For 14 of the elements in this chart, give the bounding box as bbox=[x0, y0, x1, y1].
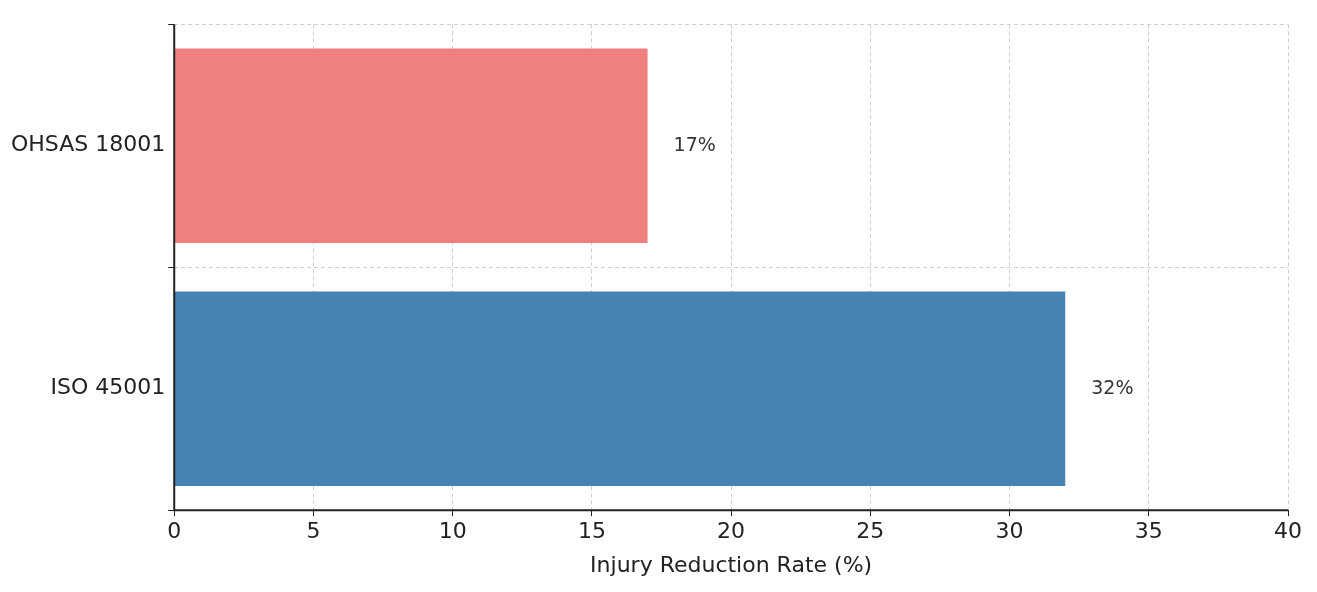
x-tick-label: 20 bbox=[717, 518, 746, 544]
y-tick-label: ISO 45001 bbox=[50, 374, 166, 400]
x-tick-label: 35 bbox=[1134, 518, 1163, 544]
y-tick-label: OHSAS 18001 bbox=[10, 131, 166, 157]
x-tick-label: 30 bbox=[995, 518, 1024, 544]
x-tick-label: 5 bbox=[306, 518, 321, 544]
x-tick-label: 40 bbox=[1274, 518, 1302, 544]
x-tick-label: 0 bbox=[167, 518, 182, 544]
data-label: 32% bbox=[1091, 375, 1134, 398]
data-label: 17% bbox=[673, 132, 716, 155]
x-tick-label: 10 bbox=[438, 518, 467, 544]
x-tick-label: 25 bbox=[856, 518, 885, 544]
x-axis-title: Injury Reduction Rate (%) bbox=[590, 551, 873, 577]
x-tick-label: 15 bbox=[577, 518, 606, 544]
